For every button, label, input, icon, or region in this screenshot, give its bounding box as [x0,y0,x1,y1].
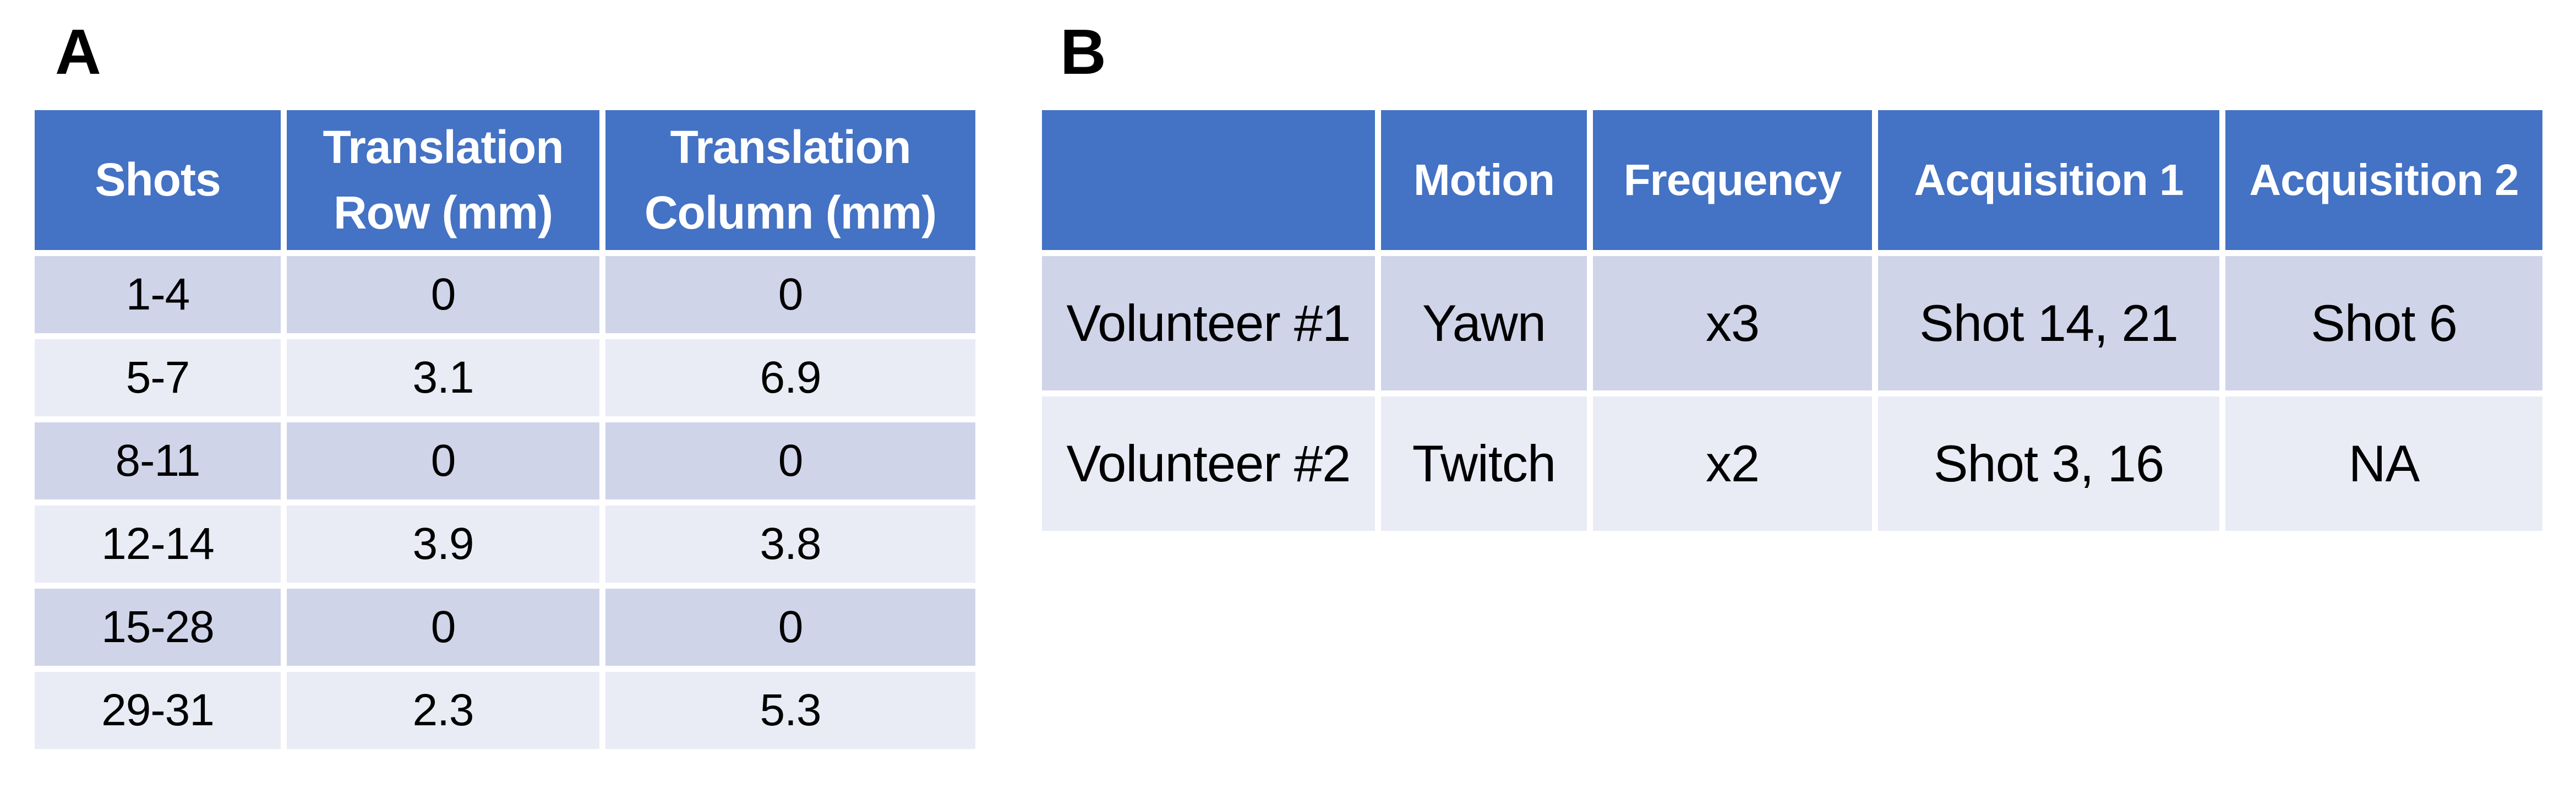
table-cell: Shot 14, 21 [1878,256,2219,390]
header-blank [1042,110,1375,250]
table-cell: Yawn [1381,256,1587,390]
table-cell: 0 [287,422,599,499]
table-cell: Volunteer #2 [1042,397,1375,531]
table-cell: 0 [605,422,975,499]
table-cell: 0 [605,589,975,666]
table-cell: 2.3 [287,672,599,749]
table-cell: x2 [1593,397,1872,531]
table-cell: 5.3 [605,672,975,749]
table-cell: Twitch [1381,397,1587,531]
table-cell: 0 [605,256,975,333]
header-acquisition-1: Acquisition 1 [1878,110,2219,250]
table-cell: 6.9 [605,339,975,416]
shots-translation-table: Shots Translation Row (mm) Translation C… [35,110,975,749]
header-motion: Motion [1381,110,1587,250]
table-cell: NA [2225,397,2542,531]
volunteer-motion-table: Motion Frequency Acquisition 1 Acquisiti… [1042,110,2542,531]
table-cell: 12-14 [35,506,281,583]
table-cell: 5-7 [35,339,281,416]
panel-label-a: A [55,16,101,88]
table-cell: Volunteer #1 [1042,256,1375,390]
table-cell: 3.1 [287,339,599,416]
table-cell: 0 [287,256,599,333]
header-acquisition-2: Acquisition 2 [2225,110,2542,250]
table-cell: 3.9 [287,506,599,583]
table-cell: 15-28 [35,589,281,666]
header-shots: Shots [35,110,281,250]
table-cell: 1-4 [35,256,281,333]
table-cell: 8-11 [35,422,281,499]
header-translation-row: Translation Row (mm) [287,110,599,250]
table-cell: 3.8 [605,506,975,583]
table-cell: 0 [287,589,599,666]
panel-label-b: B [1060,16,1106,88]
table-cell: x3 [1593,256,1872,390]
header-translation-column: Translation Column (mm) [605,110,975,250]
header-frequency: Frequency [1593,110,1872,250]
table-cell: 29-31 [35,672,281,749]
table-cell: Shot 6 [2225,256,2542,390]
table-cell: Shot 3, 16 [1878,397,2219,531]
